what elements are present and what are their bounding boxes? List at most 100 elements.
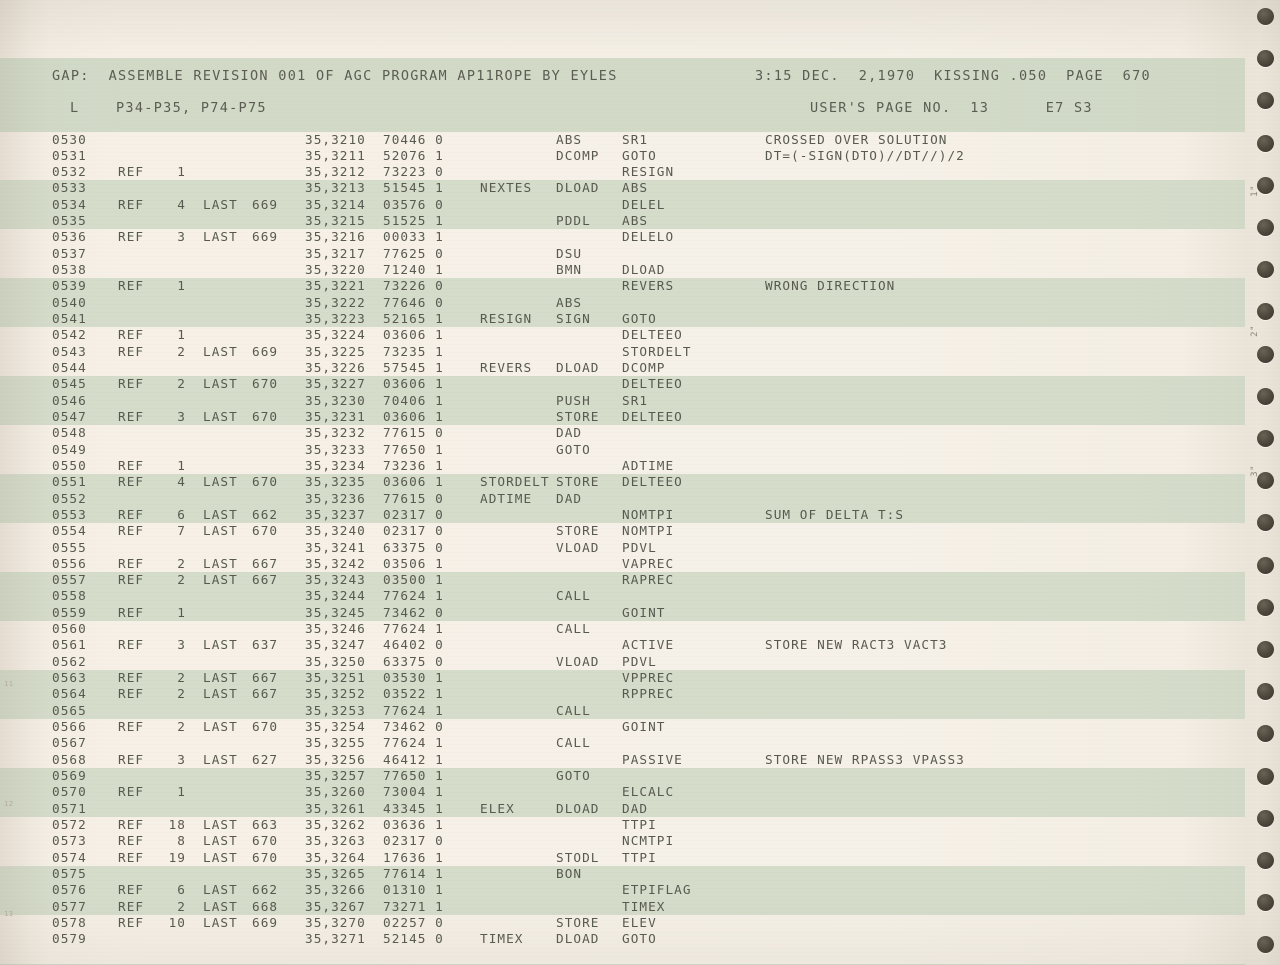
row-opcode: PDDL — [556, 213, 591, 229]
log-section-name: P34-P35, P74-P75 — [116, 100, 267, 116]
row-opcode: VLOAD — [556, 653, 600, 669]
row-ref-count: 19 — [168, 849, 186, 865]
listing-row: 0532 REF 1 35,3212 73223 0 RESIGN — [0, 164, 1245, 180]
listing-row: 0541 35,3223 52165 1 RESIGN SIGN GOTO — [0, 311, 1245, 327]
row-sequence-number: 0531 — [52, 147, 87, 163]
row-last-marker: LAST — [203, 686, 238, 702]
row-sequence-number: 0568 — [52, 751, 87, 767]
row-operand: PDVL — [622, 653, 657, 669]
listing-row: 0567 35,3255 77624 1 CALL — [0, 735, 1245, 751]
row-octal-word: 77625 0 — [383, 245, 444, 261]
row-sequence-number: 0547 — [52, 408, 87, 424]
row-ref-marker: REF — [118, 833, 145, 849]
row-octal-word: 01310 1 — [383, 882, 444, 898]
row-address: 35,3263 — [305, 833, 366, 849]
row-ref-count: 10 — [168, 914, 186, 930]
row-sequence-number: 0534 — [52, 196, 87, 212]
listing-row: 0534 REF 4 LAST 669 35,3214 03576 0 DELEL — [0, 197, 1245, 213]
row-sequence-number: 0570 — [52, 784, 87, 800]
listing-row: 0538 35,3220 71240 1 BMN DLOAD — [0, 262, 1245, 278]
row-last-marker: LAST — [203, 376, 238, 392]
row-octal-word: 73462 0 — [383, 604, 444, 620]
row-address: 35,3230 — [305, 392, 366, 408]
listing-row: 0571 35,3261 43345 1 ELEX DLOAD DAD — [0, 801, 1245, 817]
listing-row: 0531 35,3211 52076 1 DCOMP GOTO DT=(-SIGN(DTO… — [0, 148, 1245, 164]
row-octal-word: 57545 1 — [383, 359, 444, 375]
row-octal-word: 73235 1 — [383, 343, 444, 359]
row-sequence-number: 0540 — [52, 294, 87, 310]
left-edge-tick: 12 — [4, 800, 14, 808]
row-opcode: BMN — [556, 262, 583, 278]
row-address: 35,3227 — [305, 376, 366, 392]
row-last-marker: LAST — [203, 506, 238, 522]
row-opcode: DLOAD — [556, 931, 600, 947]
listing-row: 0548 35,3232 77615 0 DAD — [0, 425, 1245, 441]
row-octal-word: 77614 1 — [383, 865, 444, 881]
row-operand: RPPREC — [622, 686, 675, 702]
row-operand: DELELO — [622, 229, 675, 245]
row-operand: DELTEEO — [622, 327, 683, 343]
greenbar-stripe — [0, 474, 1245, 524]
row-last-marker: LAST — [203, 343, 238, 359]
row-sequence-number: 0576 — [52, 882, 87, 898]
sprocket-hole — [1257, 598, 1274, 616]
greenbar-stripe-header — [0, 58, 1245, 132]
row-address: 35,3226 — [305, 359, 366, 375]
listing-row: 0553 REF 6 LAST 662 35,3237 02317 0 NOMTPI SUM O… — [0, 507, 1245, 523]
row-sequence-number: 0552 — [52, 490, 87, 506]
report-timestamp-page: 3:15 DEC. 2,1970 KISSING .050 PAGE 670 — [755, 68, 1151, 84]
listing-row: 0544 35,3226 57545 1 REVERS DLOAD DCOMP — [0, 360, 1245, 376]
row-label: TIMEX — [480, 931, 524, 947]
row-address: 35,3241 — [305, 539, 366, 555]
row-octal-word: 03636 1 — [383, 816, 444, 832]
row-octal-word: 02257 0 — [383, 914, 444, 930]
row-address: 35,3271 — [305, 931, 366, 947]
row-operand: VAPREC — [622, 555, 675, 571]
row-address: 35,3252 — [305, 686, 366, 702]
row-address: 35,3257 — [305, 767, 366, 783]
listing-row: 0540 35,3222 77646 0 ABS — [0, 295, 1245, 311]
listing-row: 0539 REF 1 35,3221 73226 0 REVERS WRONG DIRECT… — [0, 278, 1245, 294]
listing-row: 0558 35,3244 77624 1 CALL — [0, 588, 1245, 604]
row-sequence-number: 0543 — [52, 343, 87, 359]
listing-row: 0563 REF 2 LAST 667 35,3251 03530 1 VPPREC — [0, 670, 1245, 686]
row-ref-count: 2 — [177, 555, 186, 571]
row-octal-word: 73226 0 — [383, 278, 444, 294]
row-address: 35,3244 — [305, 588, 366, 604]
row-ref-count: 2 — [177, 686, 186, 702]
row-octal-word: 17636 1 — [383, 849, 444, 865]
row-last-page: 667 — [252, 555, 279, 571]
row-sequence-number: 0544 — [52, 359, 87, 375]
row-ref-marker: REF — [118, 670, 145, 686]
sprocket-hole — [1257, 472, 1274, 490]
row-address: 35,3253 — [305, 702, 366, 718]
listing-row: 0572 REF 18 LAST 663 35,3262 03636 1 TTPI — [0, 817, 1245, 833]
sprocket-hole — [1257, 261, 1274, 279]
row-address: 35,3256 — [305, 751, 366, 767]
sprocket-hole — [1257, 809, 1274, 827]
row-sequence-number: 0566 — [52, 719, 87, 735]
row-sequence-number: 0546 — [52, 392, 87, 408]
row-address: 35,3222 — [305, 294, 366, 310]
row-ref-count: 4 — [177, 474, 186, 490]
row-octal-word: 02317 0 — [383, 523, 444, 539]
row-sequence-number: 0541 — [52, 311, 87, 327]
row-ref-count: 4 — [177, 196, 186, 212]
row-operand: GOINT — [622, 604, 666, 620]
row-sequence-number: 0537 — [52, 245, 87, 261]
row-address: 35,3247 — [305, 637, 366, 653]
row-last-page: 637 — [252, 637, 279, 653]
sprocket-hole — [1257, 641, 1274, 658]
row-address: 35,3245 — [305, 604, 366, 620]
row-label: STORDELT — [480, 474, 550, 490]
listing-row: 0574 REF 19 LAST 670 35,3264 17636 1 STODL TTPI — [0, 850, 1245, 866]
row-comment: CROSSED OVER SOLUTION — [765, 131, 948, 147]
listing-row: 0547 REF 3 LAST 670 35,3231 03606 1 STORE DELTEE… — [0, 409, 1245, 425]
listing-row: 0559 REF 1 35,3245 73462 0 GOINT — [0, 605, 1245, 621]
row-sequence-number: 0575 — [52, 865, 87, 881]
row-ref-marker: REF — [118, 376, 145, 392]
row-sequence-number: 0567 — [52, 735, 87, 751]
row-last-page: 670 — [252, 474, 279, 490]
row-operand: ACTIVE — [622, 637, 675, 653]
